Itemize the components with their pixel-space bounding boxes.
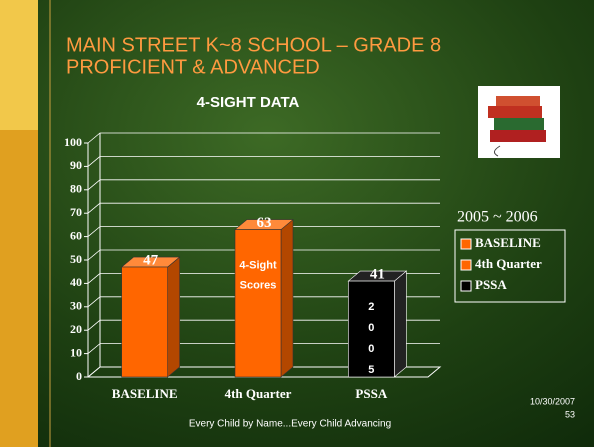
grid-line <box>87 132 440 144</box>
bar-annotation: 0 <box>368 322 374 334</box>
slide-title: MAIN STREET K~8 SCHOOL – GRADE 8 <box>66 34 441 56</box>
grid-line <box>87 319 440 331</box>
bar-annotation: 0 <box>368 343 374 355</box>
legend-title: 2005 ~ 2006 <box>457 209 538 226</box>
legend-label: BASELINE <box>475 235 541 250</box>
grid-line <box>87 155 440 167</box>
y-tick-label: 80 <box>70 182 82 196</box>
bar-front <box>348 280 395 378</box>
y-tick-label: 70 <box>70 205 82 219</box>
bar-front <box>121 266 168 378</box>
value-label: 63 <box>257 215 272 231</box>
date: 10/30/2007 <box>530 396 575 406</box>
grid-line <box>87 226 440 237</box>
legend-label: PSSA <box>475 277 507 292</box>
bar-annotation: Scores <box>240 279 277 291</box>
legend-swatch <box>460 280 472 292</box>
legend-swatch <box>460 238 472 250</box>
slide-title: PROFICIENT & ADVANCED <box>66 56 320 78</box>
bar-annotation: 2 <box>368 301 374 313</box>
legend-label: 4th Quarter <box>475 256 542 271</box>
side-stripe-light <box>0 0 38 130</box>
y-tick-label: 0 <box>76 369 82 383</box>
bar-side <box>167 256 180 378</box>
y-tick-label: 40 <box>70 275 82 289</box>
bar <box>347 270 408 378</box>
grid-line <box>87 272 440 284</box>
bar-annotation: 4-Sight <box>239 259 277 271</box>
y-tick-label: 20 <box>70 322 82 336</box>
grid-line <box>87 296 440 308</box>
y-tick-label: 10 <box>70 345 82 359</box>
y-tick-label: 50 <box>70 252 82 266</box>
bar-side <box>280 218 294 378</box>
page-number: 53 <box>565 409 575 419</box>
x-tick-label: BASELINE <box>112 386 178 401</box>
grid-line <box>87 343 440 354</box>
x-tick-label: PSSA <box>355 386 387 401</box>
value-label: 47 <box>143 252 159 268</box>
grid-line <box>87 202 440 214</box>
footer: Every Child by Name...Every Child Advanc… <box>189 419 391 430</box>
bar-front <box>234 229 282 378</box>
y-tick-label: 30 <box>70 299 82 313</box>
legend-box <box>454 229 566 303</box>
bar-annotation: 5 <box>368 364 374 376</box>
bar <box>120 256 181 378</box>
bar-side <box>394 270 407 378</box>
grid-line <box>87 366 440 378</box>
grid-line <box>87 179 440 191</box>
books-icon <box>478 86 560 158</box>
bar <box>234 218 294 378</box>
legend-swatch <box>460 259 472 271</box>
value-label: 41 <box>370 266 385 282</box>
x-tick-label: 4th Quarter <box>225 386 292 401</box>
chart-title: 4-SIGHT DATA <box>197 94 300 111</box>
y-tick-label: 90 <box>70 158 82 172</box>
y-tick-label: 60 <box>70 228 82 242</box>
y-tick-label: 100 <box>64 135 82 149</box>
grid-line <box>87 249 440 261</box>
